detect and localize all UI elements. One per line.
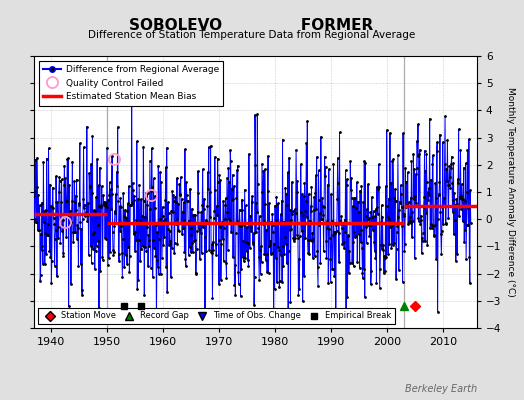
Text: Difference of Station Temperature Data from Regional Average: Difference of Station Temperature Data f… [88, 30, 415, 40]
Text: SOBOLEVO               FORMER: SOBOLEVO FORMER [129, 18, 374, 33]
Legend: Station Move, Record Gap, Time of Obs. Change, Empirical Break: Station Move, Record Gap, Time of Obs. C… [38, 308, 395, 324]
Y-axis label: Monthly Temperature Anomaly Difference (°C): Monthly Temperature Anomaly Difference (… [506, 87, 515, 297]
Text: Berkeley Earth: Berkeley Earth [405, 384, 477, 394]
